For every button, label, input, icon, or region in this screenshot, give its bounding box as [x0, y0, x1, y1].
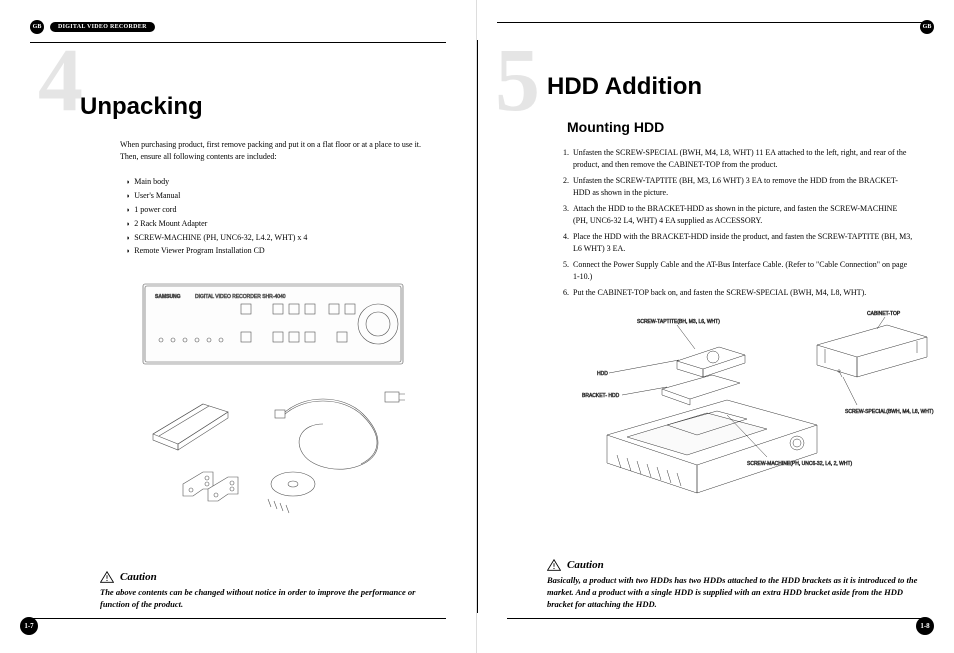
svg-text:SAMSUNG: SAMSUNG [155, 294, 181, 300]
caution-text-left: The above contents can be changed withou… [100, 587, 436, 611]
caution-text-right: Basically, a product with two HDDs has t… [547, 575, 924, 611]
section-title-hdd: HDD Addition [547, 73, 924, 101]
bullet-item: Remote Viewer Program Installation CD [126, 244, 426, 258]
unpacking-illustration: SAMSUNG DIGITAL VIDEO RECORDER SHR-4040 [123, 274, 423, 524]
bullet-item: 2 Rack Mount Adapter [126, 217, 426, 231]
intro-line2: Then, ensure all following contents are … [120, 152, 277, 161]
warning-icon [100, 571, 114, 583]
svg-text:SCREW-SPECIAL(BWH, M4, L8, WHT: SCREW-SPECIAL(BWH, M4, L8, WHT) [845, 409, 934, 415]
bottom-rule-right [507, 618, 924, 619]
svg-text:DIGITAL VIDEO RECORDER SHR-404: DIGITAL VIDEO RECORDER SHR-4040 [195, 294, 286, 300]
page-right: GB 5 HDD Addition Mounting HDD Unfasten … [477, 0, 954, 653]
content-right: Mounting HDD Unfasten the SCREW-SPECIAL … [567, 119, 914, 507]
page-number-left: 1-7 [20, 617, 38, 635]
chapter-number-4: 4 [38, 36, 83, 126]
bullet-item: Main body [126, 175, 426, 189]
header-right: GB [920, 20, 934, 34]
caution-block-left: Caution The above contents can be change… [100, 559, 436, 611]
svg-text:CABINET-TOP: CABINET-TOP [867, 311, 901, 317]
svg-text:BRACKET- HDD: BRACKET- HDD [582, 393, 620, 399]
top-rule-right [497, 22, 924, 23]
bullet-item: 1 power cord [126, 203, 426, 217]
content-left: When purchasing product, first remove pa… [120, 139, 426, 526]
step-item: Unfasten the SCREW-SPECIAL (BWH, M4, L8,… [571, 147, 914, 171]
intro-text: When purchasing product, first remove pa… [120, 139, 426, 163]
step-item: Attach the HDD to the BRACKET-HDD as sho… [571, 203, 914, 227]
caution-block-right: Caution Basically, a product with two HD… [547, 547, 924, 611]
page-number-right: 1-8 [916, 617, 934, 635]
step-item: Unfasten the SCREW-TAPTITE (BH, M3, L6 W… [571, 175, 914, 199]
top-rule-left [30, 42, 446, 43]
bottom-rule-left [30, 618, 446, 619]
section-title-unpacking: Unpacking [80, 93, 446, 121]
page-left: GB DIGITAL VIDEO RECORDER 4 Unpacking Wh… [0, 0, 477, 653]
chapter-number-5: 5 [495, 36, 540, 126]
unpacking-diagram: SAMSUNG DIGITAL VIDEO RECORDER SHR-4040 [120, 274, 426, 526]
step-item: Place the HDD with the BRACKET-HDD insid… [571, 231, 914, 255]
step-item: Connect the Power Supply Cable and the A… [571, 259, 914, 283]
caution-label: Caution [120, 571, 157, 583]
bullet-item: SCREW-MACHINE (PH, UNC6-32, L4.2, WHT) x… [126, 231, 426, 245]
assembly-diagram: CABINET-TOP [567, 305, 914, 507]
contents-list: Main body User's Manual 1 power cord 2 R… [126, 175, 426, 258]
subhead-mounting: Mounting HDD [567, 119, 914, 135]
header-left: GB DIGITAL VIDEO RECORDER [30, 20, 446, 34]
hdd-assembly-illustration: CABINET-TOP [567, 305, 947, 505]
gb-badge-right: GB [920, 20, 934, 34]
svg-text:SCREW-MACHINE(PH, UNC6-32, L4,: SCREW-MACHINE(PH, UNC6-32, L4, 2, WHT) [747, 461, 853, 467]
bullet-item: User's Manual [126, 189, 426, 203]
intro-line1: When purchasing product, first remove pa… [120, 140, 421, 149]
svg-text:HDD: HDD [597, 371, 608, 377]
page-spread: GB DIGITAL VIDEO RECORDER 4 Unpacking Wh… [0, 0, 954, 653]
mounting-steps: Unfasten the SCREW-SPECIAL (BWH, M4, L8,… [571, 147, 914, 299]
warning-icon [547, 559, 561, 571]
caution-label: Caution [567, 559, 604, 571]
svg-text:SCREW-TAPTITE(BH, M3, L6, WHT): SCREW-TAPTITE(BH, M3, L6, WHT) [637, 319, 720, 325]
step-item: Put the CABINET-TOP back on, and fasten … [571, 287, 914, 299]
